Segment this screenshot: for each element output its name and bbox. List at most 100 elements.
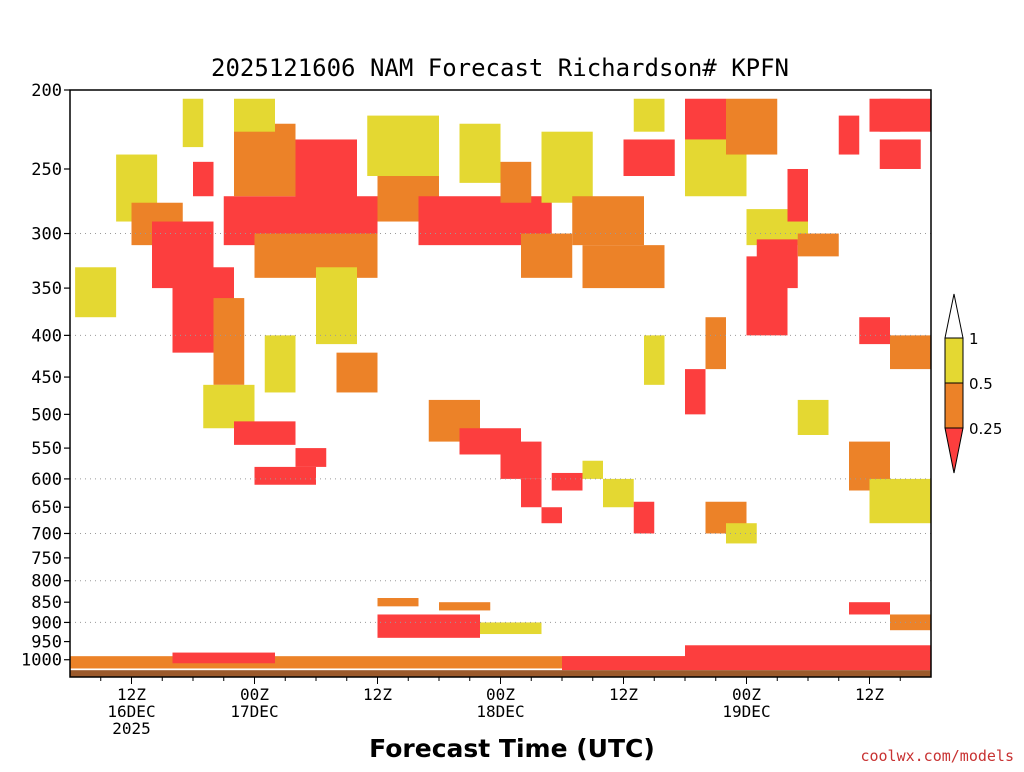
heat-cell <box>459 123 501 183</box>
x-tick-label: 00Z <box>486 685 515 704</box>
heat-cell <box>582 460 603 479</box>
heat-cell <box>633 98 665 132</box>
heat-cell <box>797 399 829 435</box>
x-tick-label: 17DEC <box>230 702 278 721</box>
legend-cap-top <box>944 293 964 339</box>
y-tick-label: 400 <box>31 326 62 346</box>
x-tick-label: 12Z <box>609 685 638 704</box>
legend-label: 0.25 <box>969 420 1002 438</box>
heat-cell <box>685 645 931 660</box>
heat-cell <box>377 614 480 638</box>
heat-cell <box>849 602 890 615</box>
heat-cell <box>295 448 327 467</box>
x-tick-label: 12Z <box>363 685 392 704</box>
heat-cell <box>264 335 296 393</box>
y-tick-label: 800 <box>31 572 62 592</box>
heat-cell <box>838 115 860 155</box>
heat-cell <box>75 267 117 318</box>
heat-cell <box>254 466 316 485</box>
legend-label: 0.5 <box>969 375 993 393</box>
heat-cell <box>521 478 542 508</box>
x-tick-label: 00Z <box>240 685 269 704</box>
heat-cell <box>859 317 890 345</box>
y-tick-label: 300 <box>31 225 62 245</box>
heat-cell <box>203 384 255 429</box>
heat-cell <box>879 139 921 169</box>
heat-cell <box>582 245 665 289</box>
y-tick-label: 950 <box>31 633 62 653</box>
y-tick-label: 600 <box>31 470 62 490</box>
x-axis-label: Forecast Time (UTC) <box>369 734 655 763</box>
heat-cell <box>685 369 706 415</box>
heat-cell <box>521 233 573 278</box>
heat-cell <box>336 352 378 393</box>
chart-title: 2025121606 NAM Forecast Richardson# KPFN <box>211 54 789 82</box>
heat-cell <box>551 472 583 491</box>
heat-cell <box>705 317 726 370</box>
heat-cell <box>234 98 275 132</box>
heat-cell <box>644 335 665 385</box>
heat-cell <box>316 267 357 345</box>
heat-cell <box>234 123 296 197</box>
y-tick-label: 1000 <box>21 651 62 671</box>
heat-cell <box>726 98 778 155</box>
heat-cell <box>879 98 931 132</box>
x-tick-label: 16DEC <box>107 702 155 721</box>
y-tick-label: 550 <box>31 439 62 459</box>
y-tick-label: 850 <box>31 593 62 613</box>
heat-cell <box>172 652 275 664</box>
heat-cell <box>234 421 296 445</box>
y-axis: 200 250 300 350 400 450 500 550 600 650 700 750 8008… <box>21 81 70 671</box>
heat-cell <box>623 139 675 177</box>
credit-link: coolwx.com/models <box>860 747 1014 765</box>
heat-cell <box>500 441 542 479</box>
plot-area <box>70 98 931 677</box>
heat-cell <box>603 478 634 508</box>
heat-cell <box>367 115 439 177</box>
ground-band <box>70 670 931 677</box>
heat-cell <box>787 168 808 222</box>
legend: 1 0.5 0.25 <box>944 293 1002 474</box>
heat-cell <box>213 298 245 385</box>
heat-cell <box>500 161 532 203</box>
legend-swatch <box>944 337 964 384</box>
y-tick-label: 500 <box>31 405 62 425</box>
heat-cell <box>685 98 726 140</box>
x-tick-label: 19DEC <box>722 702 770 721</box>
x-tick-label: 00Z <box>732 685 761 704</box>
x-tick-label: 2025 <box>112 719 151 738</box>
heat-cell <box>439 602 491 611</box>
heat-cell <box>797 233 839 257</box>
heat-cell <box>295 139 357 210</box>
y-tick-label: 650 <box>31 498 62 518</box>
legend-label: 1 <box>969 330 979 348</box>
y-tick-label: 900 <box>31 613 62 633</box>
heat-cell <box>182 98 204 148</box>
legend-swatch <box>944 382 964 429</box>
y-tick-label: 200 <box>31 81 62 101</box>
heat-cell <box>890 335 931 370</box>
y-tick-label: 350 <box>31 279 62 299</box>
heat-cell <box>541 507 562 524</box>
y-tick-label: 250 <box>31 160 62 180</box>
heat-cell <box>756 239 798 289</box>
heat-cell <box>869 478 931 524</box>
x-tick-label: 12Z <box>855 685 884 704</box>
y-tick-label: 450 <box>31 368 62 388</box>
heat-cell <box>633 501 655 534</box>
x-tick-label: 18DEC <box>476 702 524 721</box>
heat-cell <box>541 131 593 203</box>
heat-cell <box>480 622 542 635</box>
grid-lines <box>70 233 931 623</box>
y-tick-label: 750 <box>31 549 62 569</box>
legend-cap-bottom <box>944 427 964 474</box>
y-tick-label: 700 <box>31 524 62 544</box>
heat-cell <box>193 161 214 197</box>
heat-cell <box>377 598 419 607</box>
x-tick-label: 12Z <box>117 685 146 704</box>
heat-cell <box>572 196 644 246</box>
heat-cell <box>726 523 757 544</box>
